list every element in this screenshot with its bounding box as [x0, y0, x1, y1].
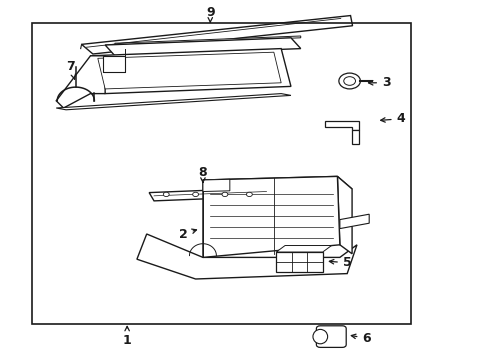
Circle shape	[222, 192, 227, 197]
Polygon shape	[102, 56, 124, 72]
Circle shape	[163, 192, 169, 197]
Polygon shape	[98, 52, 281, 89]
Polygon shape	[203, 176, 351, 193]
Polygon shape	[56, 56, 105, 108]
Circle shape	[343, 77, 355, 85]
Bar	[276, 252, 322, 272]
Text: 4: 4	[380, 112, 405, 125]
Text: 1: 1	[122, 327, 131, 347]
Polygon shape	[115, 36, 300, 45]
Bar	[32, 23, 410, 324]
Polygon shape	[203, 179, 229, 192]
Text: 2: 2	[179, 228, 196, 240]
Polygon shape	[137, 234, 356, 279]
Text: 5: 5	[329, 256, 351, 269]
Polygon shape	[339, 214, 368, 229]
Polygon shape	[203, 176, 339, 257]
Text: 8: 8	[198, 166, 207, 183]
Polygon shape	[325, 121, 359, 130]
Text: 9: 9	[205, 6, 214, 22]
Circle shape	[338, 73, 360, 89]
Circle shape	[246, 192, 252, 197]
Polygon shape	[90, 49, 290, 94]
Polygon shape	[351, 130, 359, 144]
Polygon shape	[81, 15, 352, 54]
Polygon shape	[337, 176, 351, 254]
Polygon shape	[105, 38, 300, 56]
Polygon shape	[149, 188, 271, 201]
FancyBboxPatch shape	[316, 326, 346, 347]
Polygon shape	[276, 246, 331, 252]
Text: 6: 6	[350, 332, 370, 345]
Text: 3: 3	[368, 76, 390, 89]
Polygon shape	[56, 94, 290, 110]
Text: 7: 7	[66, 60, 75, 79]
Circle shape	[192, 192, 198, 197]
Ellipse shape	[312, 329, 327, 344]
